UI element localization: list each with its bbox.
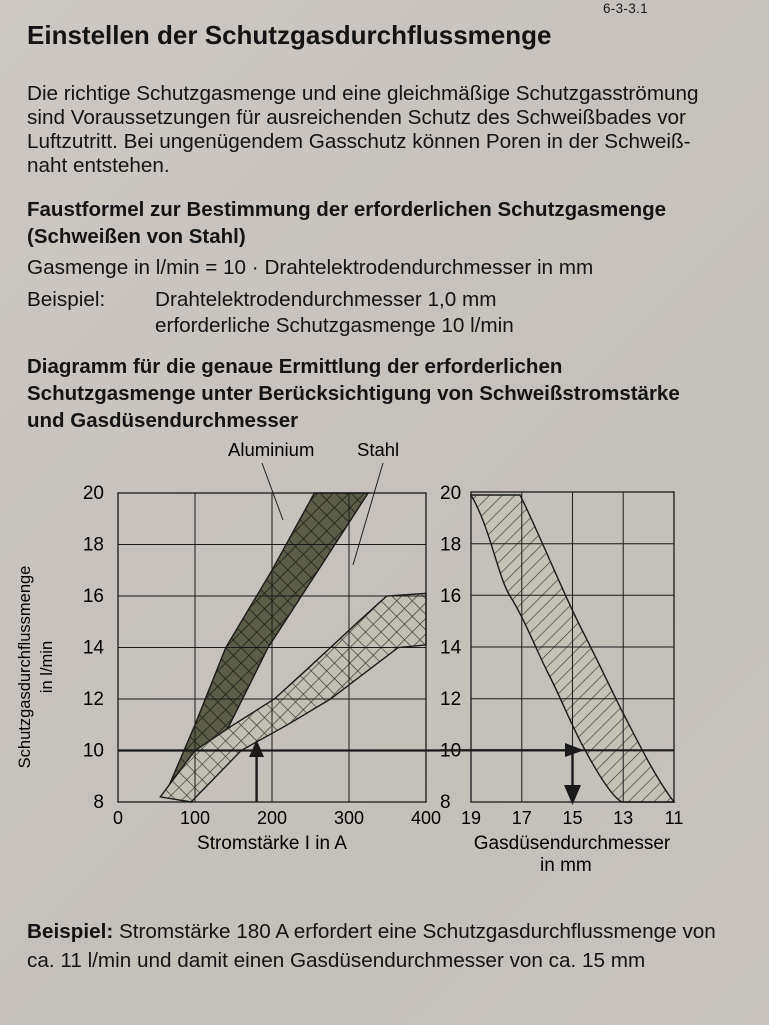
svg-text:16: 16	[440, 586, 461, 607]
svg-text:10: 10	[83, 741, 104, 762]
svg-text:13: 13	[613, 808, 633, 828]
svg-text:11: 11	[665, 808, 684, 828]
svg-text:300: 300	[334, 808, 364, 828]
svg-text:8: 8	[93, 792, 104, 813]
svg-text:200: 200	[257, 808, 287, 828]
svg-text:100: 100	[180, 808, 210, 828]
svg-text:0: 0	[113, 808, 123, 828]
svg-text:15: 15	[562, 808, 582, 828]
svg-text:18: 18	[83, 535, 104, 556]
svg-text:12: 12	[83, 689, 104, 710]
svg-text:14: 14	[440, 638, 462, 659]
svg-text:Gasdüsendurchmesser: Gasdüsendurchmesser	[474, 833, 671, 854]
svg-text:Aluminium: Aluminium	[228, 439, 314, 460]
svg-text:400: 400	[411, 808, 441, 828]
svg-text:Stahl: Stahl	[357, 439, 399, 460]
svg-text:Schutzgasdurchflussmenge: Schutzgasdurchflussmenge	[16, 566, 34, 769]
svg-text:17: 17	[512, 808, 532, 828]
svg-text:8: 8	[440, 792, 451, 813]
svg-text:20: 20	[83, 483, 104, 504]
svg-text:in l/min: in l/min	[38, 641, 56, 693]
svg-text:20: 20	[440, 483, 461, 504]
svg-text:18: 18	[440, 535, 461, 556]
svg-text:in mm: in mm	[540, 855, 592, 876]
svg-text:12: 12	[440, 689, 461, 710]
svg-text:16: 16	[83, 586, 104, 607]
svg-text:14: 14	[83, 638, 105, 659]
svg-text:19: 19	[461, 808, 481, 828]
svg-text:Stromstärke I in A: Stromstärke I in A	[197, 833, 347, 854]
